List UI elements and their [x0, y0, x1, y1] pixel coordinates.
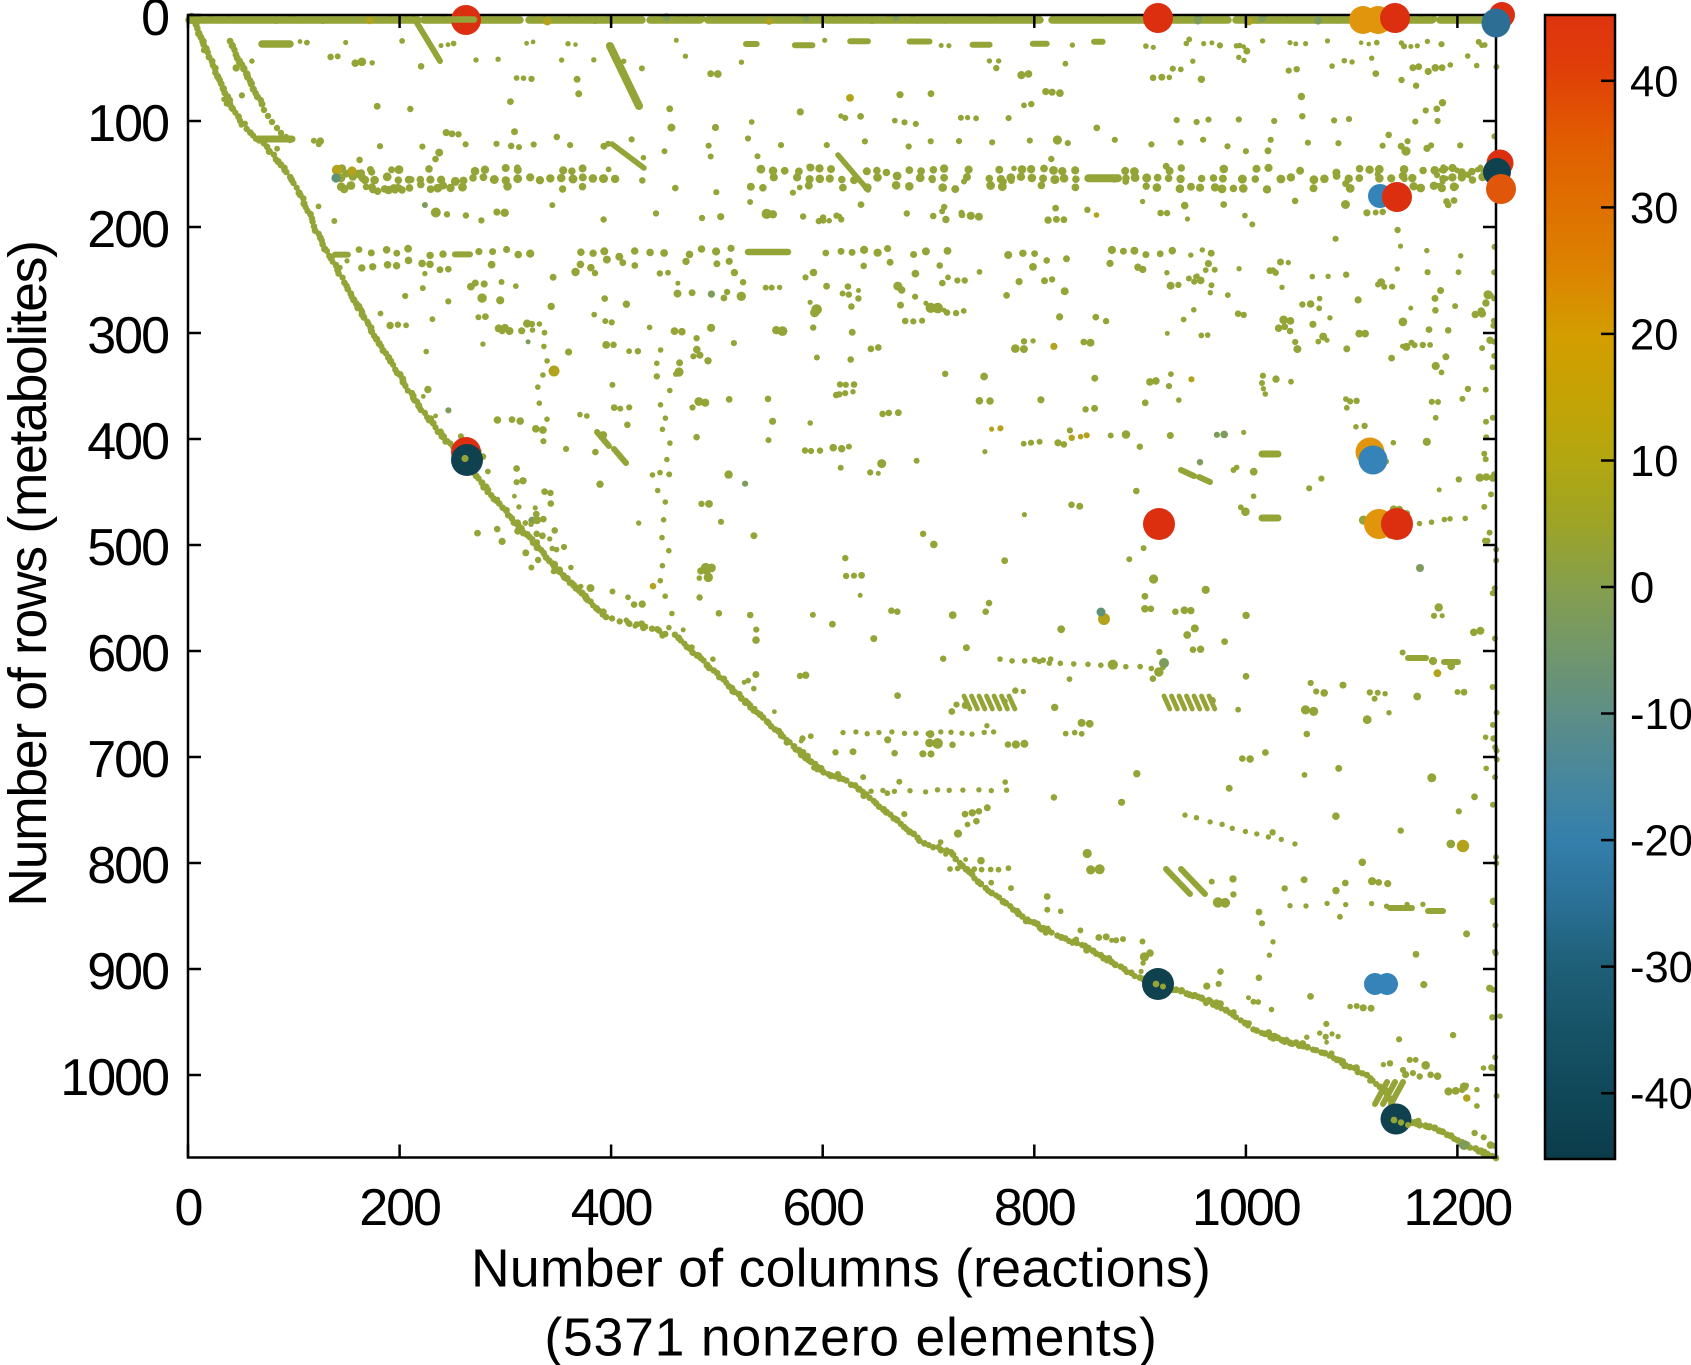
svg-text:40: 40	[1630, 58, 1678, 106]
svg-text:-20: -20	[1630, 818, 1691, 866]
svg-text:1000: 1000	[1192, 1179, 1300, 1237]
svg-text:Number of rows (metabolites): Number of rows (metabolites)	[0, 241, 58, 906]
svg-text:400: 400	[87, 413, 168, 471]
svg-text:400: 400	[571, 1179, 652, 1237]
svg-text:500: 500	[87, 519, 168, 577]
svg-text:800: 800	[994, 1179, 1075, 1237]
svg-text:-10: -10	[1630, 691, 1691, 739]
svg-text:900: 900	[87, 943, 168, 1001]
svg-text:100: 100	[87, 95, 168, 153]
svg-text:200: 200	[359, 1179, 440, 1237]
svg-text:0: 0	[175, 1179, 202, 1237]
svg-text:10: 10	[1630, 438, 1678, 486]
svg-text:200: 200	[87, 201, 168, 259]
svg-text:1000: 1000	[60, 1049, 168, 1107]
svg-text:(5371 nonzero elements): (5371 nonzero elements)	[544, 1309, 1157, 1365]
svg-text:-40: -40	[1630, 1071, 1691, 1119]
svg-text:20: 20	[1630, 311, 1678, 359]
svg-text:0: 0	[1630, 565, 1654, 613]
svg-text:0: 0	[141, 0, 168, 47]
svg-text:1200: 1200	[1404, 1179, 1512, 1237]
svg-text:600: 600	[782, 1179, 863, 1237]
svg-text:300: 300	[87, 307, 168, 365]
svg-text:800: 800	[87, 837, 168, 895]
svg-text:700: 700	[87, 731, 168, 789]
svg-text:600: 600	[87, 625, 168, 683]
svg-text:-30: -30	[1630, 944, 1691, 992]
svg-text:Number of columns (reactions): Number of columns (reactions)	[471, 1240, 1211, 1299]
svg-text:30: 30	[1630, 185, 1678, 233]
